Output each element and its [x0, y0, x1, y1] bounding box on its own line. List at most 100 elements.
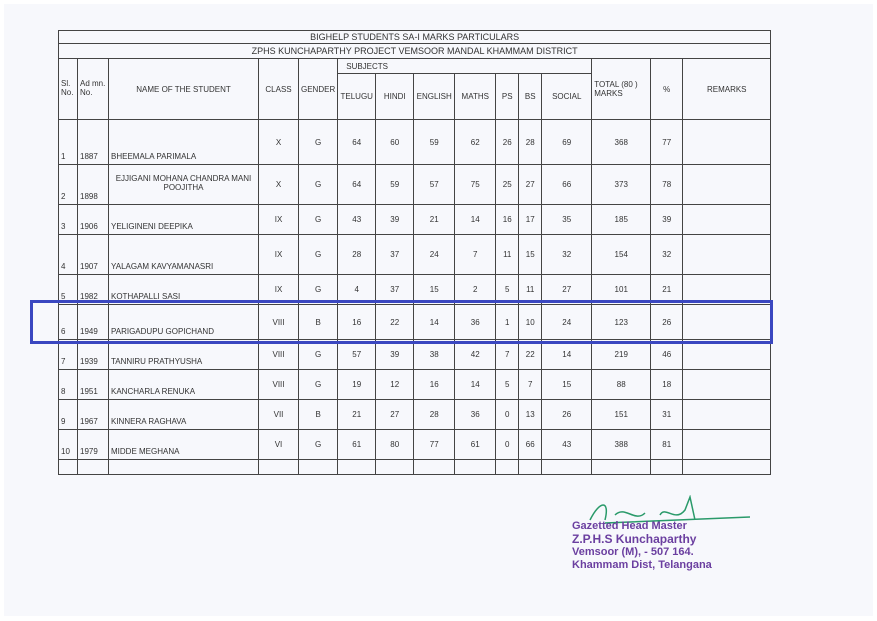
cell: 5 [495, 274, 520, 305]
cell: 80 [375, 429, 415, 460]
table-row: 6 1949 PARIGADUPU GOPICHAND VIII B 16 22 14 36 1 1… [58, 304, 772, 340]
cell: 27 [375, 399, 415, 430]
remarks-cell [682, 164, 772, 205]
cell: EJJIGANI MOHANA CHANDRA MANI POOJITHA [108, 164, 259, 205]
cell: 22 [375, 304, 415, 340]
cell: 3 [58, 204, 78, 235]
cell: 39 [650, 204, 684, 235]
head-master-stamp: Gazetted Head Master Z.P.H.S Kunchaparth… [572, 520, 712, 572]
empty-cell [108, 459, 259, 475]
cell: 16 [413, 369, 456, 400]
cell: G [297, 339, 339, 370]
cell: 46 [650, 339, 684, 370]
cell: G [297, 164, 339, 205]
cell: 28 [337, 234, 377, 275]
cell: VII [258, 399, 299, 430]
cell: 1967 [77, 399, 109, 430]
cell: 14 [454, 204, 497, 235]
empty-cell [337, 459, 377, 475]
cell: MIDDE MEGHANA [108, 429, 259, 460]
header-maths: MATHS [454, 73, 497, 120]
cell: 66 [518, 429, 543, 460]
cell: 31 [650, 399, 684, 430]
cell: 11 [518, 274, 543, 305]
table-row: 9 1967 KINNERA RAGHAVA VII B 21 27 28 36 0 13 26 151… [58, 399, 772, 430]
table-title: BIGHELP STUDENTS SA-I MARKS PARTICULARS [57, 30, 772, 44]
cell: G [297, 234, 339, 275]
cell: BHEEMALA PARIMALA [108, 119, 259, 165]
header-bs: BS [518, 73, 543, 120]
cell: 43 [337, 204, 377, 235]
header-telugu: TELUGU [337, 73, 377, 120]
remarks-cell [682, 119, 772, 165]
cell: 4 [337, 274, 377, 305]
cell: VI [258, 429, 299, 460]
cell: 32 [650, 234, 684, 275]
cell: 88 [591, 369, 652, 400]
cell: X [258, 164, 299, 205]
cell: 38 [413, 339, 456, 370]
empty-cell [541, 459, 593, 475]
table-row: 8 1951 KANCHARLA RENUKA VIII G 19 12 16 14 5 7 15 88… [58, 369, 772, 400]
empty-cell [495, 459, 520, 475]
remarks-cell [682, 274, 772, 305]
table-subtitle: ZPHS KUNCHAPARTHY PROJECT VEMSOOR MANDAL… [57, 43, 772, 59]
cell: 151 [591, 399, 652, 430]
cell: 57 [337, 339, 377, 370]
header-total: TOTAL (80 ) MARKS [591, 58, 652, 120]
cell: 61 [337, 429, 377, 460]
cell: 15 [413, 274, 456, 305]
table-row: 10 1979 MIDDE MEGHANA VI G 61 80 77 61 0 66 43 388 81 [58, 429, 772, 460]
marks-table: BIGHELP STUDENTS SA-I MARKS PARTICULARS … [57, 30, 772, 475]
header-hindi: HINDI [375, 73, 415, 120]
cell: 28 [518, 119, 543, 165]
cell: 16 [337, 304, 377, 340]
cell: 2 [58, 164, 78, 205]
cell: G [297, 119, 339, 165]
cell: 61 [454, 429, 497, 460]
table-row: 3 1906 YELIGINENI DEEPIKA IX G 43 39 21 14 16 17 35… [58, 204, 772, 235]
cell: VIII [258, 304, 299, 340]
cell: 5 [495, 369, 520, 400]
empty-cell [297, 459, 339, 475]
cell: YALAGAM KAVYAMANASRI [108, 234, 259, 275]
cell: 1939 [77, 339, 109, 370]
cell: 11 [495, 234, 520, 275]
header-remarks: REMARKS [682, 58, 772, 120]
cell: 21 [413, 204, 456, 235]
header-name: NAME OF THE STUDENT [108, 58, 259, 120]
cell: 1898 [77, 164, 109, 205]
cell: 13 [518, 399, 543, 430]
cell: 4 [58, 234, 78, 275]
cell: 1951 [77, 369, 109, 400]
cell: 26 [541, 399, 593, 430]
cell: 1887 [77, 119, 109, 165]
cell: 7 [518, 369, 543, 400]
cell: 14 [454, 369, 497, 400]
empty-cell [258, 459, 299, 475]
cell: 57 [413, 164, 456, 205]
cell: 15 [541, 369, 593, 400]
table-row: 1 1887 BHEEMALA PARIMALA X G 64 60 59 62 26 28 69 36… [58, 119, 772, 165]
cell: 35 [541, 204, 593, 235]
cell: IX [258, 234, 299, 275]
cell: 28 [413, 399, 456, 430]
cell: G [297, 274, 339, 305]
header-sl: Sl. No. [58, 58, 78, 120]
cell: 21 [337, 399, 377, 430]
empty-cell [413, 459, 456, 475]
cell: 16 [495, 204, 520, 235]
header-class: CLASS [258, 58, 299, 120]
header-english: ENGLISH [413, 73, 456, 120]
cell: 9 [58, 399, 78, 430]
stamp-line: Khammam Dist, Telangana [572, 559, 712, 571]
remarks-cell [682, 399, 772, 430]
remarks-cell [682, 369, 772, 400]
cell: 27 [518, 164, 543, 205]
cell: KANCHARLA RENUKA [108, 369, 259, 400]
header-social: SOCIAL [541, 73, 593, 120]
cell: 39 [375, 339, 415, 370]
cell: 1982 [77, 274, 109, 305]
remarks-cell [682, 204, 772, 235]
cell: 43 [541, 429, 593, 460]
